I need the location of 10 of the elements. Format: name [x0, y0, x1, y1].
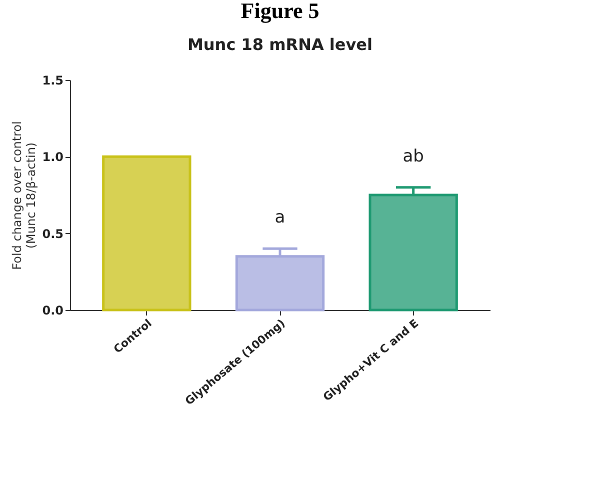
y-tick-label: 0.0	[42, 304, 64, 318]
annotation: a	[274, 208, 286, 228]
annotation: ab	[402, 146, 424, 166]
y-tick-label: 0.5	[42, 226, 64, 241]
y-tick-label: 1.5	[42, 74, 64, 88]
chart-subtitle: Munc 18 mRNA level	[187, 35, 373, 54]
y-axis-title: Fold change over control (Munc 18/β-actin)	[10, 121, 38, 270]
y-tick-label: 1.0	[42, 150, 64, 164]
bar	[102, 155, 192, 312]
chart-title: Figure 5	[240, 0, 320, 23]
